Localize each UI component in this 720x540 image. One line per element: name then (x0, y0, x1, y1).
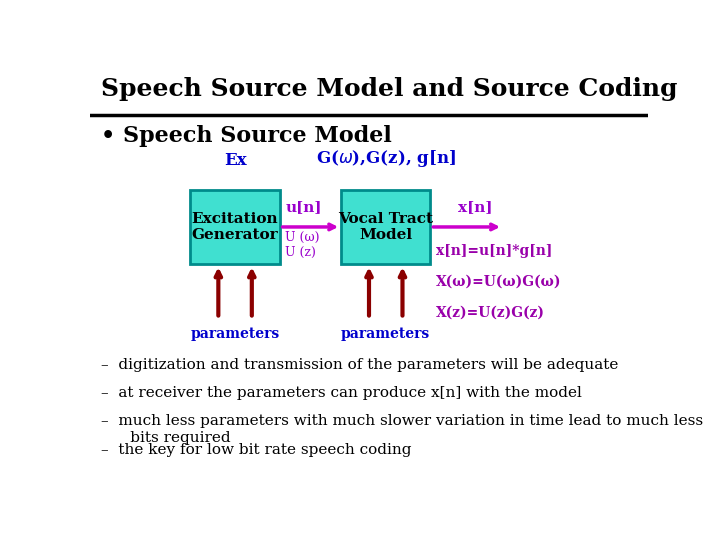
Text: X(ω)=U(ω)G(ω): X(ω)=U(ω)G(ω) (436, 275, 562, 289)
Text: Ex: Ex (224, 152, 246, 168)
Text: Speech Source Model and Source Coding: Speech Source Model and Source Coding (101, 77, 678, 102)
FancyBboxPatch shape (190, 190, 279, 265)
Text: G($\omega$),G(z), g[n]: G($\omega$),G(z), g[n] (316, 148, 456, 168)
Text: u[n]: u[n] (285, 200, 322, 214)
Text: parameters: parameters (191, 327, 279, 341)
Text: X(z)=U(z)G(z): X(z)=U(z)G(z) (436, 306, 545, 320)
Text: • Speech Source Model: • Speech Source Model (101, 125, 392, 147)
Text: Vocal Tract
Model: Vocal Tract Model (338, 212, 433, 242)
Text: parameters: parameters (341, 327, 431, 341)
Text: –  digitization and transmission of the parameters will be adequate: – digitization and transmission of the p… (101, 358, 618, 372)
Text: U (ω)
U (z): U (ω) U (z) (285, 231, 320, 259)
Text: x[n]: x[n] (459, 200, 492, 214)
Text: –  the key for low bit rate speech coding: – the key for low bit rate speech coding (101, 443, 412, 457)
Text: –  at receiver the parameters can produce x[n] with the model: – at receiver the parameters can produce… (101, 386, 582, 400)
Text: Excitation
Generator: Excitation Generator (192, 212, 279, 242)
Text: –  much less parameters with much slower variation in time lead to much less
   : – much less parameters with much slower … (101, 415, 703, 444)
FancyBboxPatch shape (341, 190, 431, 265)
Text: x[n]=u[n]*g[n]: x[n]=u[n]*g[n] (436, 244, 552, 258)
